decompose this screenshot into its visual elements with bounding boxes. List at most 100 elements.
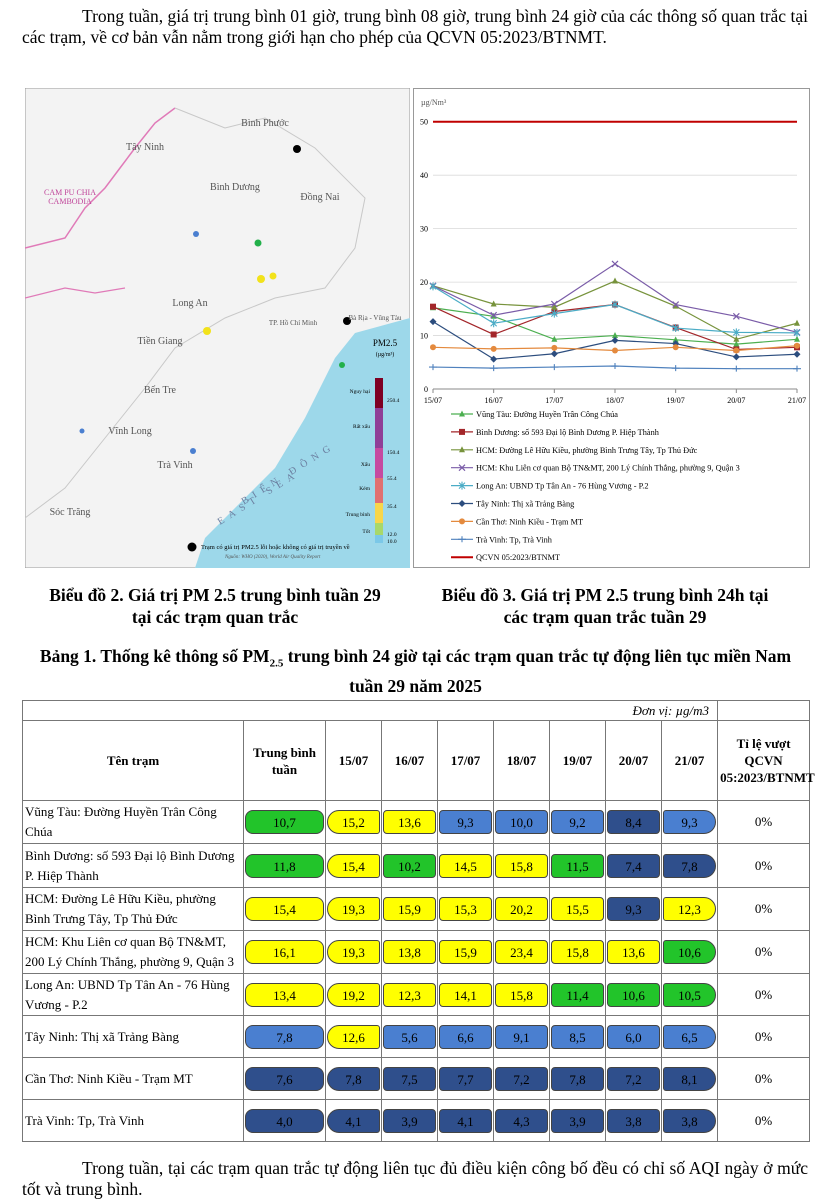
station-dot [254,239,262,247]
value-cell: 15,8 [493,843,550,888]
value-cell: 6,6 [437,1015,494,1058]
value-cell: 8,5 [549,1015,606,1058]
value-cell: 14,1 [437,973,494,1016]
level-pill: 13,6 [607,940,660,964]
legend-label: Trà Vinh: Tp, Trà Vinh [476,535,553,544]
level-pill: 12,6 [327,1024,380,1049]
series [430,342,800,354]
map-label: CAM PU CHIA [44,188,96,197]
point [430,344,436,351]
level-pill: 23,4 [495,940,548,964]
legend-marker [458,464,466,472]
border [25,287,126,299]
point [550,300,558,308]
station-dot [257,275,265,283]
level-pill: 15,5 [551,897,604,921]
level-pill: 7,8 [663,853,717,878]
value-cell: 11,5 [549,843,606,888]
level-pill: 3,9 [551,1108,604,1133]
point [612,332,618,339]
value-cell: 7,2 [605,1057,662,1100]
map-label: Bình Dương [210,182,260,193]
value-cell: 14,5 [437,843,494,888]
value-cell: 3,9 [381,1099,438,1142]
point [550,309,558,318]
y-tick-label: 20 [420,278,428,287]
header-cell: 18/07 [493,720,550,801]
point [490,311,498,319]
value-cell: 12,3 [381,973,438,1016]
point [429,282,437,291]
station-name: Tây Ninh: Thị xã Trảng Bàng [22,1015,244,1058]
legend-level: Trung bình [346,512,371,518]
value-cell: 9,2 [549,800,606,844]
level-pill: 15,8 [495,853,548,878]
header-cell: 16/07 [381,720,438,801]
legend-label: HCM: Đường Lê Hữu Kiều, phường Bình Trưn… [476,446,698,455]
level-pill: 6,0 [607,1024,660,1049]
point [672,344,679,351]
x-tick-label: 15/07 [424,396,442,405]
value-cell: 15,3 [437,887,494,931]
level-pill: 10,6 [607,982,660,1007]
level-pill: 7,8 [551,1066,604,1091]
legend-level: Xấu [361,461,370,468]
station-name: Long An: UBND Tp Tân An - 76 Hùng Vương … [22,973,244,1016]
map-label: Tiền Giang [138,336,183,347]
point [733,335,740,342]
map-footnote: Trạm có giá trị PM2.5 lỗi hoặc không có … [201,544,350,551]
map-label: Đồng Nai [300,192,339,203]
point [429,364,437,371]
unit: Đơn vị: µg/m3 [21,700,719,721]
header-row: Tên trạm Trung bình tuần 15/07 16/07 17/07 18… [22,720,815,801]
value-cell: 10,7 [243,800,326,844]
map-label: Tây Ninh [126,142,164,153]
legend-swatch [375,535,383,543]
value-cell: 7,6 [243,1057,326,1100]
level-pill: 4,0 [245,1108,324,1133]
legend-level: Tốt [362,528,370,535]
point [611,300,619,309]
point [672,336,679,343]
point [429,318,437,326]
level-pill: 19,3 [327,897,380,921]
level-pill: 7,7 [439,1066,492,1091]
level-pill: 4,1 [439,1108,492,1133]
blank [717,700,811,721]
level-pill: 13,6 [383,810,436,834]
legend-label: Bình Dương: số 593 Đại lộ Bình Dương P. … [476,428,660,437]
value-cell: 9,1 [493,1015,550,1058]
y-tick-label: 40 [420,171,428,180]
legend-level: Kém [359,486,370,492]
level-pill: 10,5 [663,982,717,1007]
value-cell: 7,2 [493,1057,550,1100]
value-cell: 9,3 [605,887,662,931]
point [612,347,618,354]
value-cell: 8,4 [605,800,662,844]
caption: Biểu đồ 3. Giá trị PM 2.5 trung bình 24h… [441,585,769,627]
legend-swatch [375,523,383,535]
ratio-cell: 0% [717,800,811,844]
legend-marker [459,410,465,417]
value-cell: 11,4 [549,973,606,1016]
level-pill: 15,8 [551,940,604,964]
level-pill: 6,5 [663,1024,717,1049]
legend-value: 10.0 [387,539,397,545]
y-tick-label: 10 [420,332,428,341]
stations [79,145,351,552]
point [672,324,680,333]
level-pill: 11,4 [551,982,604,1007]
value-cell: 13,6 [605,930,662,974]
legend-marker [459,428,465,435]
level-pill: 13,4 [245,982,324,1007]
value-cell: 7,4 [605,843,662,888]
table-title: Bảng 1. Thống kê thông số PM2.5 trung bì… [22,645,809,697]
value-cell: 15,5 [549,887,606,931]
title-subscript: 2.5 [269,657,284,670]
level-pill: 20,2 [495,897,548,921]
point [458,500,466,507]
station-name: HCM: Khu Liên cơ quan Bộ TN&MT, 200 Lý C… [22,930,244,974]
table-row: HCM: Đường Lê Hữu Kiều, phường Bình Trưn… [22,887,811,931]
value-cell: 7,5 [381,1057,438,1100]
map-source: Nguồn: WHO (2020), World Air Quality Rep… [224,555,321,560]
